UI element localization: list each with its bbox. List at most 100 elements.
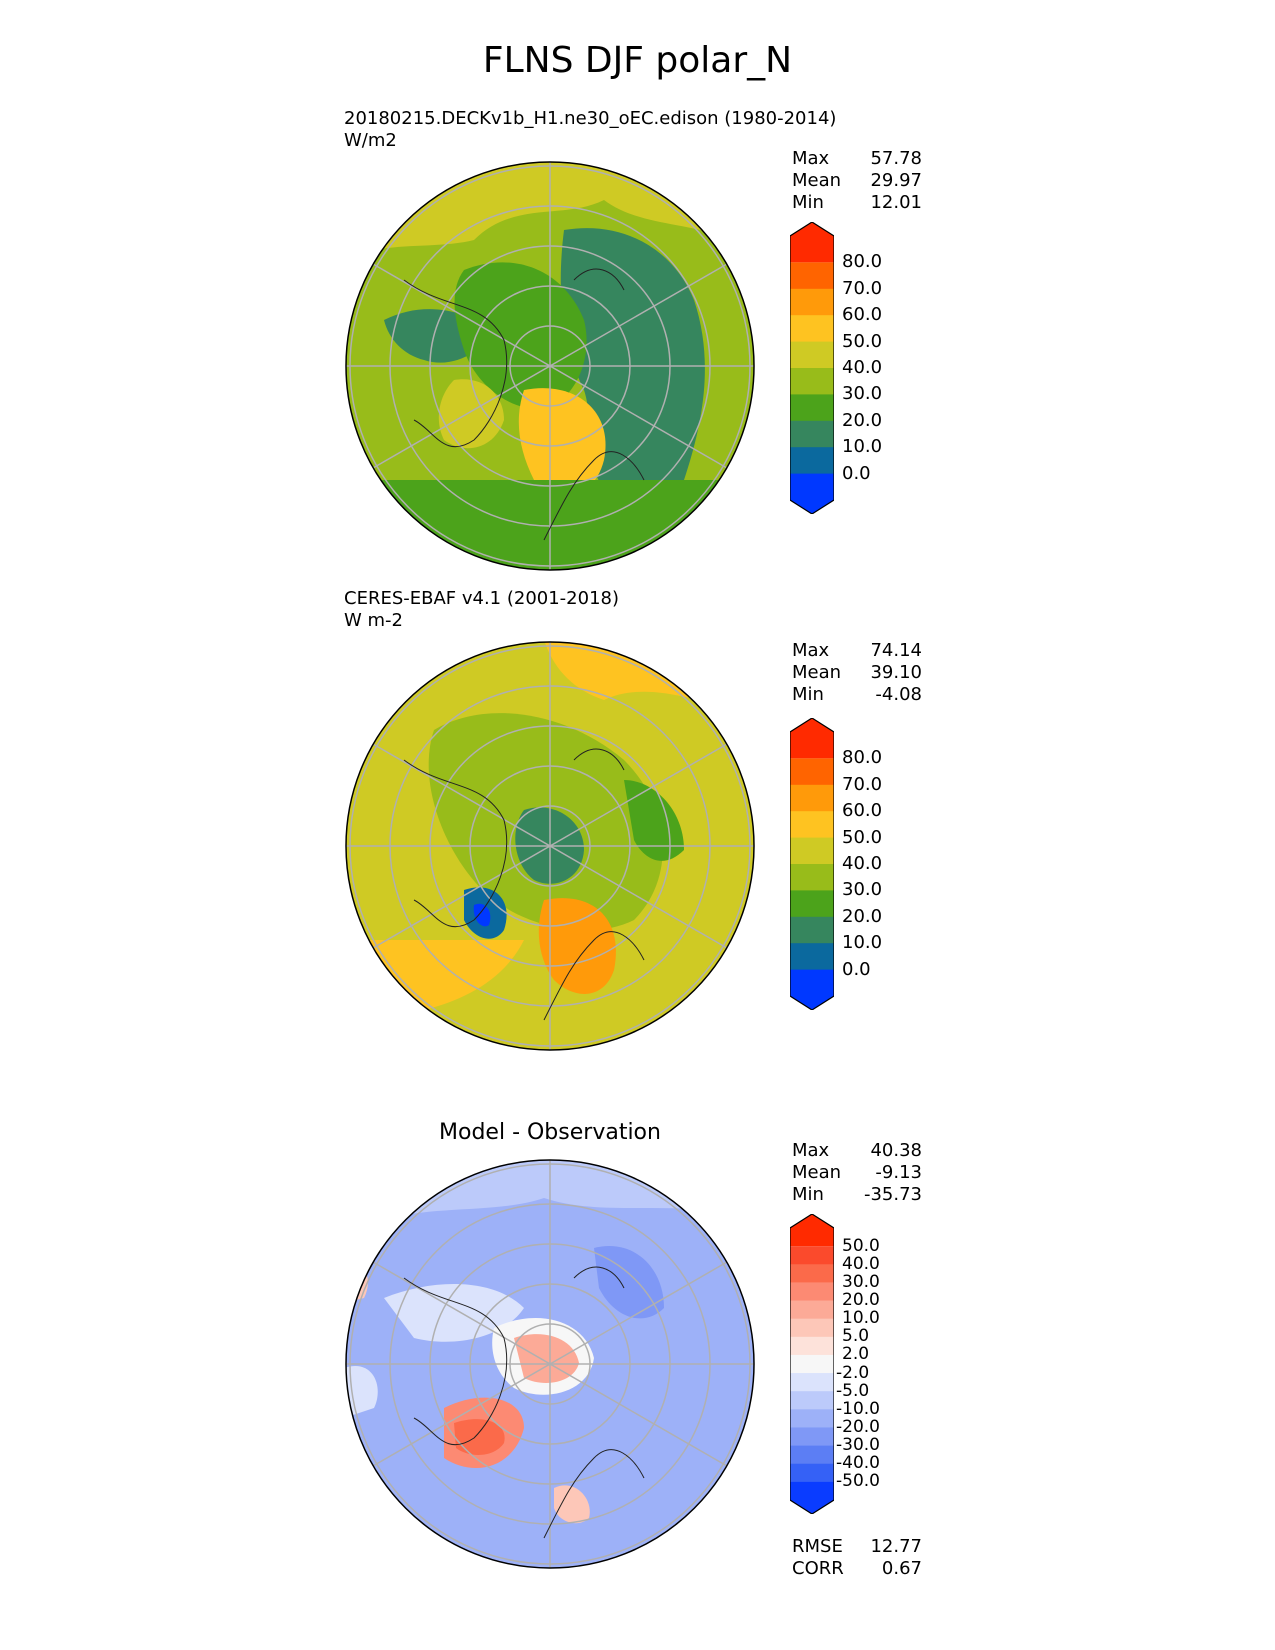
figure-title: FLNS DJF polar_N — [482, 40, 793, 81]
colorbar-swatch — [790, 890, 834, 918]
colorbar-tick-label: 20.0 — [842, 409, 883, 431]
colorbar-tick-label: 10.0 — [842, 932, 883, 954]
region-north-atlantic — [518, 388, 606, 498]
colorbar-tick-label: 50.0 — [842, 330, 883, 352]
colorbar-swatch — [790, 222, 834, 263]
colorbar-swatch — [790, 969, 834, 1010]
colorbar-tick-label: -50.0 — [836, 1471, 880, 1492]
colorbar-tick-label: -2.0 — [836, 1362, 870, 1383]
colorbar-swatch — [790, 864, 834, 891]
model-stats: Max 57.78 Mean 29.97 Min 12.01 — [792, 148, 922, 213]
obs-units: W m-2 — [344, 610, 404, 631]
colorbar-tick-label: 80.0 — [842, 747, 883, 769]
region-arctic-ocean — [454, 262, 587, 410]
colorbar-swatch — [790, 1336, 834, 1356]
colorbar-tick-label: -40.0 — [836, 1453, 880, 1474]
colorbar-tick-label: -20.0 — [836, 1416, 880, 1437]
colorbar-tick-label: 50.0 — [842, 1235, 880, 1256]
colorbar-tick-label: 0.0 — [842, 958, 871, 980]
colorbar-tick-label: 40.0 — [842, 853, 883, 874]
colorbar-swatch — [790, 341, 834, 369]
colorbar-tick-label: 50.0 — [842, 826, 883, 848]
colorbar-tick-label: -5.0 — [836, 1380, 870, 1401]
colorbar-swatch — [790, 447, 834, 475]
colorbar-tick-label: 0.0 — [842, 462, 871, 484]
colorbar-swatch — [790, 1427, 834, 1447]
obs-title-line1: CERES-EBAF v4.1 (2001-2018) — [344, 588, 620, 609]
diff-panel: Model - Observation — [0, 0, 1275, 1579]
colorbar-swatch — [790, 1463, 834, 1483]
diff-stats: Max 40.38 Mean -9.13 Min -35.73 — [792, 1140, 922, 1205]
colorbar-tick-label: 5.0 — [842, 1326, 870, 1347]
colorbar-swatch — [790, 1318, 834, 1338]
diff-colorbar — [790, 1214, 834, 1514]
colorbar-swatch — [790, 758, 834, 786]
region-north-atlantic — [538, 898, 616, 994]
colorbar-swatch — [790, 916, 834, 944]
colorbar-swatch — [790, 473, 834, 514]
colorbar-swatch — [790, 420, 834, 448]
map-border — [345, 1159, 755, 1569]
map-border — [345, 641, 755, 1051]
model-panel: 20180215.DECKv1b_H1.ne30_oEC.edison (198… — [0, 0, 1275, 571]
diff-panel-title: Model - Observation — [439, 1120, 661, 1145]
colorbar-swatch — [790, 1445, 834, 1465]
colorbar-swatch — [790, 1391, 834, 1410]
model-panel-title: 20180215.DECKv1b_H1.ne30_oEC.edison (198… — [344, 108, 836, 152]
colorbar-swatch — [790, 837, 834, 865]
obs-panel: CERES-EBAF v4.1 (2001-2018) W m-2 — [0, 0, 1275, 1051]
colorbar-swatch — [790, 1214, 834, 1247]
model-colorbar — [790, 222, 834, 514]
model-polar-map — [345, 161, 755, 571]
colorbar-swatch — [790, 315, 834, 343]
colorbar-tick-label: 30.0 — [842, 879, 883, 901]
colorbar-swatch — [790, 1300, 834, 1320]
colorbar-tick-label: 60.0 — [842, 304, 883, 326]
coastlines — [403, 268, 645, 541]
coastlines — [403, 1266, 645, 1539]
colorbar-tick-label: 70.0 — [842, 277, 883, 299]
region-greenland — [438, 379, 504, 449]
region-siberia — [594, 1246, 664, 1319]
colorbar-tick-label: 10.0 — [842, 436, 883, 458]
obs-stats: Max 74.14 Mean 39.10 Min -4.08 — [792, 640, 922, 705]
colorbar-swatch — [790, 1373, 834, 1392]
colorbar-tick-label: 40.0 — [842, 357, 883, 378]
colorbar-tick-label: 30.0 — [842, 383, 883, 405]
map-border — [345, 161, 755, 571]
colorbar-swatch — [790, 811, 834, 839]
colorbar-swatch — [790, 262, 834, 290]
obs-panel-title: CERES-EBAF v4.1 (2001-2018) W m-2 — [344, 588, 619, 632]
region-siberia — [624, 780, 684, 861]
colorbar-tick-label: 60.0 — [842, 800, 883, 822]
colorbar-swatch — [790, 1264, 834, 1283]
colorbar-swatch — [790, 1282, 834, 1302]
colorbar-tick-label: 40.0 — [842, 1253, 880, 1274]
colorbar-tick-label: 2.0 — [842, 1344, 870, 1365]
colorbar-swatch — [790, 1481, 834, 1514]
colorbar-tick-label: 30.0 — [842, 1271, 880, 1292]
colorbar-swatch — [790, 1409, 834, 1428]
colorbar-swatch — [790, 718, 834, 759]
colorbar-tick-label: 20.0 — [842, 905, 883, 927]
obs-polar-map — [345, 641, 755, 1051]
model-units: W/m2 — [344, 130, 397, 151]
graticule — [346, 1160, 754, 1568]
colorbar-tick-label: -30.0 — [836, 1435, 880, 1456]
colorbar-swatch — [790, 943, 834, 971]
model-title-line1: 20180215.DECKv1b_H1.ne30_oEC.edison (198… — [344, 108, 837, 129]
colorbar-swatch — [790, 394, 834, 422]
colorbar-swatch — [790, 1354, 834, 1374]
region-canada — [384, 1284, 524, 1342]
colorbar-tick-label: 10.0 — [842, 1308, 880, 1329]
colorbar-swatch — [790, 784, 834, 812]
obs-colorbar — [790, 718, 834, 1010]
colorbar-swatch — [790, 368, 834, 395]
diff-polar-map — [345, 1159, 755, 1569]
colorbar-tick-label: 70.0 — [842, 773, 883, 795]
colorbar-tick-label: -10.0 — [836, 1398, 880, 1419]
colorbar-swatch — [790, 1246, 834, 1265]
colorbar-tick-label: 80.0 — [842, 251, 883, 273]
coastlines — [403, 748, 645, 1021]
diff-footer-stats: RMSE 12.77 CORR 0.67 — [792, 1536, 922, 1579]
